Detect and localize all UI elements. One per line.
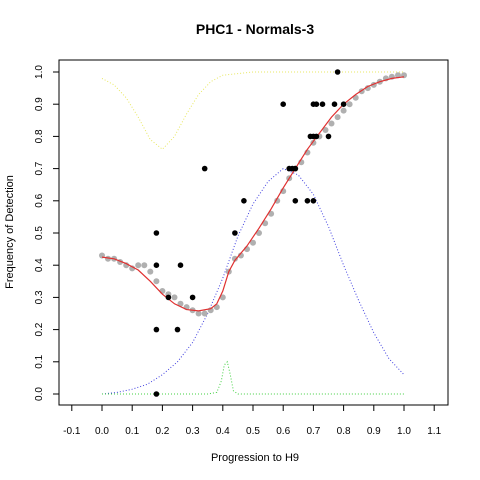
data-point (174, 326, 181, 333)
x-tick-label: 0.3 (186, 426, 200, 437)
data-point (153, 230, 160, 236)
data-point (280, 101, 287, 107)
x-axis-label: Progression to H9 (211, 452, 299, 464)
dotted-curve-4 (101, 168, 405, 395)
smoothed-point (274, 197, 281, 204)
x-tick-label: 0.4 (216, 426, 230, 437)
fitted-curve (101, 76, 405, 312)
data-point (153, 262, 160, 269)
smoothed-point (340, 107, 347, 114)
y-tick-label: 0.1 (34, 354, 45, 368)
y-tick-label: 0.4 (34, 258, 45, 272)
smoothed-point (123, 262, 130, 269)
smoothed-point (219, 294, 226, 301)
data-point (304, 198, 311, 204)
data-point (177, 262, 184, 269)
x-tick-label: 0.2 (155, 426, 169, 437)
smoothed-point (310, 139, 317, 146)
smoothed-point (346, 101, 353, 108)
smoothed-point (129, 265, 136, 272)
plot-area (99, 69, 407, 397)
observed-points (153, 69, 347, 397)
smoothed-point (231, 255, 238, 262)
data-point (165, 294, 172, 301)
y-tick-label: 1.0 (34, 65, 45, 79)
y-tick-label: 0.0 (34, 387, 45, 401)
smoothed-points (99, 72, 407, 317)
x-tick-label: 0.5 (246, 426, 260, 437)
data-point (232, 230, 238, 236)
y-axis: 0.0 0.1 0.2 0.3 0.4 0.5 0.6 0.7 0.8 0.9 1.0 (34, 65, 59, 401)
y-axis-label: Frequency of Detection (4, 175, 16, 289)
smoothed-point (328, 120, 335, 127)
smoothed-point (141, 262, 148, 269)
smoothed-point (171, 294, 178, 301)
smoothed-point (195, 310, 202, 317)
smoothed-point (364, 85, 371, 92)
smoothed-point (135, 262, 142, 269)
x-tick-label: 0.6 (276, 426, 290, 437)
y-tick-label: 0.9 (34, 97, 45, 111)
x-tick-label: 0.7 (306, 426, 320, 437)
y-tick-label: 0.8 (34, 129, 45, 143)
data-point (153, 326, 160, 333)
smoothed-point (395, 72, 401, 79)
x-tick-label: 0.9 (367, 426, 381, 437)
data-point (310, 198, 317, 204)
data-point (319, 101, 326, 107)
x-tick-label: 1.1 (427, 426, 441, 437)
data-point (241, 198, 247, 204)
chart-title: PHC1 - Normals-3 (196, 21, 314, 37)
dotted-curve-5 (102, 360, 404, 395)
data-point (334, 69, 341, 75)
smoothed-point (147, 268, 154, 275)
y-tick-label: 0.6 (34, 193, 45, 207)
data-point (153, 391, 160, 397)
smoothed-point (159, 288, 166, 294)
x-tick-label: 1.0 (397, 426, 411, 437)
x-tick-label: 0.8 (337, 426, 351, 437)
smoothed-point (322, 127, 329, 133)
data-point (340, 101, 347, 107)
data-point (292, 165, 299, 172)
plot-frame (58, 59, 449, 406)
data-point (313, 101, 320, 107)
smoothed-point (237, 252, 244, 259)
data-point (189, 294, 196, 301)
data-point (201, 165, 208, 172)
y-tick-label: 0.7 (34, 161, 45, 175)
smoothed-point (250, 239, 256, 246)
smoothed-point (334, 114, 341, 121)
x-tick-label: 0.1 (125, 426, 139, 437)
smoothed-point (256, 230, 262, 236)
x-axis: -0.1 0.0 0.1 0.2 0.3 0.4 0.5 0.6 0.7 0.8 0.9 1.0 1.1 (63, 405, 442, 437)
smoothed-point (153, 278, 160, 285)
data-point (331, 101, 338, 107)
y-tick-label: 0.2 (34, 322, 45, 336)
dotted-curve-3 (101, 71, 404, 150)
x-tick-label: -0.1 (63, 426, 81, 437)
x-tick-label: 0.0 (95, 426, 109, 437)
y-tick-label: 0.5 (34, 226, 45, 240)
data-point (325, 133, 332, 140)
smoothed-point (201, 310, 208, 317)
y-tick-label: 0.3 (34, 290, 45, 304)
data-point (313, 133, 320, 140)
data-point (292, 198, 299, 204)
